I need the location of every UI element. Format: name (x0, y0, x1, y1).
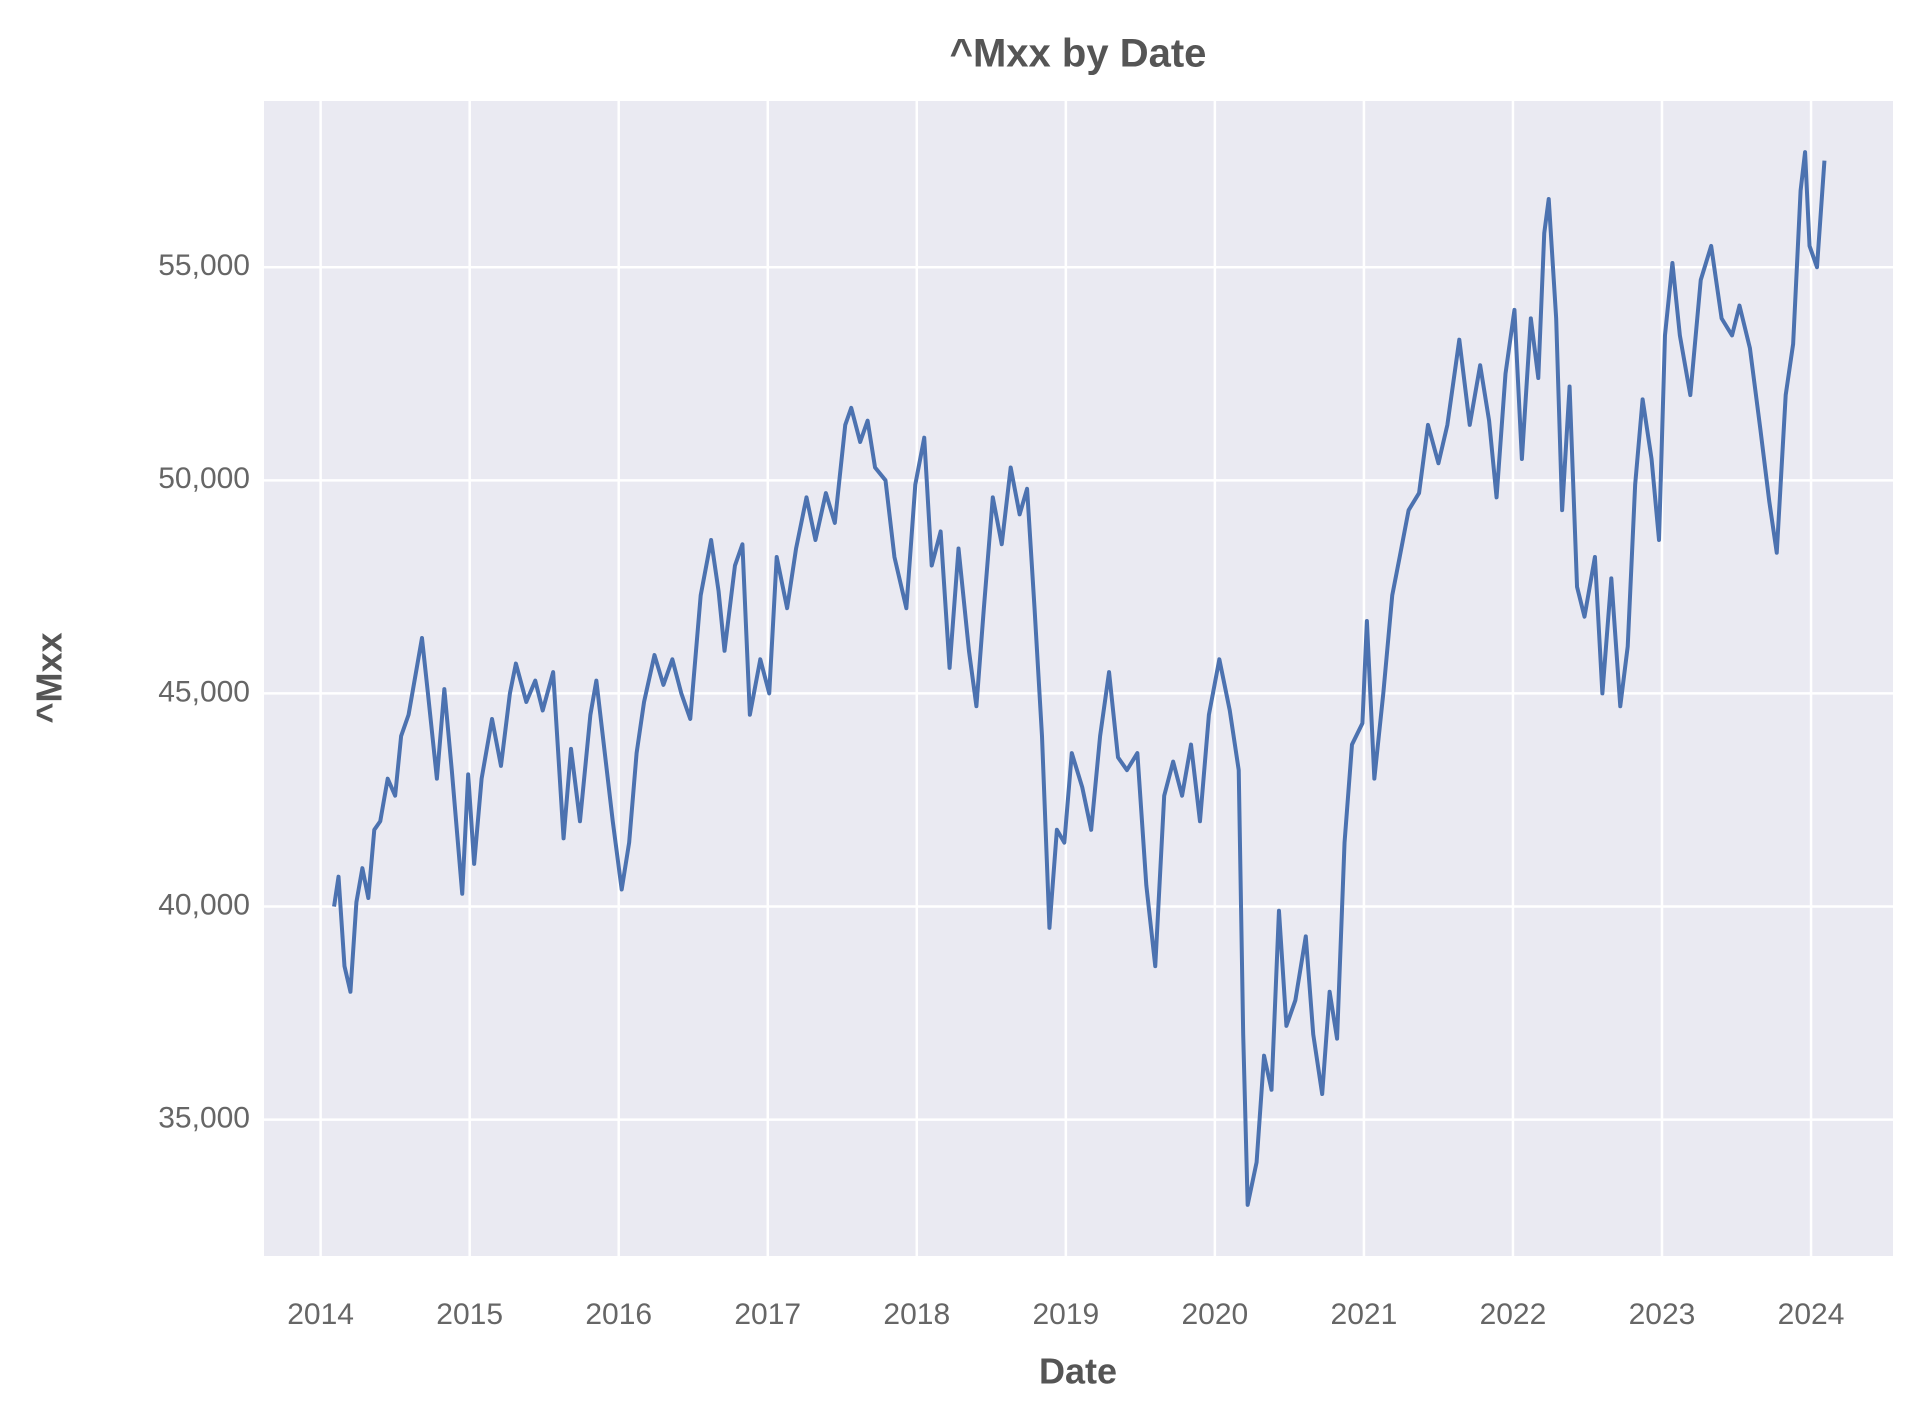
x-tick-label: 2024 (1778, 1298, 1845, 1331)
data-line (332, 150, 1827, 1207)
plot-area (264, 101, 1893, 1256)
x-tick-label: 2017 (734, 1298, 801, 1331)
x-tick-label: 2014 (287, 1298, 354, 1331)
x-tick-label: 2021 (1331, 1298, 1398, 1331)
y-tick-label: 45,000 (158, 675, 250, 708)
x-tick-label: 2022 (1480, 1298, 1547, 1331)
labels: 35,000 40,000 45,000 50,000 55,000 2014 2015 20… (158, 249, 1844, 1331)
x-tick-label: 2023 (1629, 1298, 1696, 1331)
y-axis-label: ^Mxx (29, 632, 70, 723)
x-tick-label: 2015 (436, 1298, 503, 1331)
x-tick-label: 2019 (1032, 1298, 1099, 1331)
y-tick-label: 40,000 (158, 888, 250, 921)
y-tick-label: 50,000 (158, 462, 250, 495)
x-axis-label: Date (1039, 1351, 1117, 1392)
x-tick-label: 2018 (883, 1298, 950, 1331)
x-tick-label: 2020 (1181, 1298, 1248, 1331)
x-tick-label: 2016 (585, 1298, 652, 1331)
marks (332, 150, 1827, 1207)
y-tick-label: 35,000 (158, 1102, 250, 1135)
chart-title: ^Mxx by Date (950, 32, 1207, 76)
y-tick-label: 55,000 (158, 249, 250, 282)
